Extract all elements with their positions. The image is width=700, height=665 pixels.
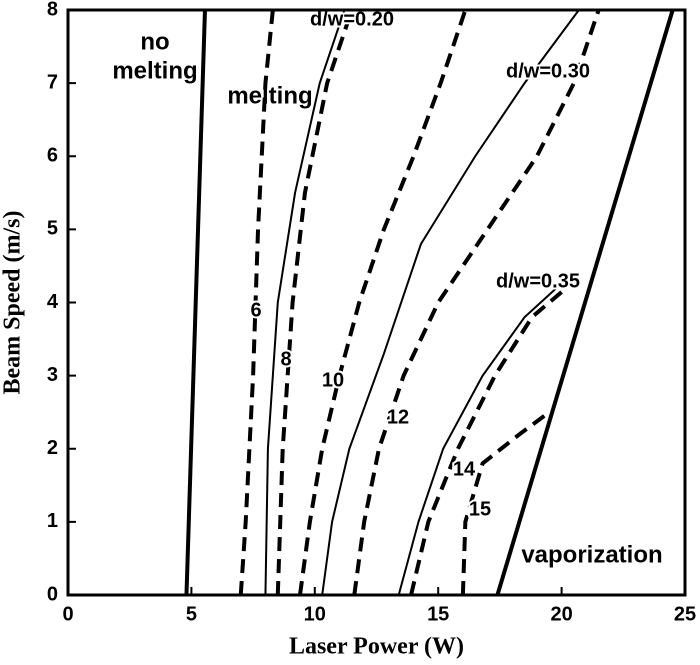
x-tick-label: 25 (674, 603, 696, 625)
curve (321, 9, 580, 596)
plot-frame (66, 8, 687, 597)
curve-label: 12 (387, 406, 409, 428)
curve (409, 286, 568, 596)
y-tick-label: 0 (47, 583, 58, 605)
curve (275, 9, 354, 596)
curve-label: 14 (453, 458, 476, 480)
curve-label: d/w=0.35 (496, 270, 580, 292)
x-tick-label: 15 (427, 603, 449, 625)
curve (264, 9, 346, 596)
y-tick-label: 3 (47, 364, 58, 386)
annotation: vaporization (521, 541, 662, 568)
x-tick-label: 5 (186, 603, 197, 625)
curve (460, 410, 551, 596)
curve (352, 9, 601, 596)
y-tick-label: 1 (47, 510, 58, 532)
curve (184, 9, 207, 596)
x-tick-label: 0 (62, 603, 73, 625)
x-tick-label: 20 (550, 603, 572, 625)
curve-label: 10 (322, 369, 344, 391)
annotation: melting (227, 82, 312, 109)
curve-label: 6 (250, 299, 261, 321)
curve (495, 9, 675, 596)
y-axis-title: Beam Speed (m/s) (0, 211, 26, 395)
curve-label: 8 (280, 348, 291, 370)
y-tick-label: 4 (47, 291, 59, 313)
curve-label: 15 (469, 498, 491, 520)
curve (397, 287, 558, 596)
annotation: no melting (112, 29, 197, 85)
curve (298, 9, 468, 596)
curve-label: d/w=0.20 (310, 8, 394, 30)
y-tick-label: 6 (47, 145, 58, 167)
x-axis-title: Laser Power (W) (289, 634, 464, 660)
y-tick-label: 7 (47, 71, 58, 93)
x-tick-label: 10 (304, 603, 326, 625)
y-tick-label: 5 (47, 218, 58, 240)
curve-label: d/w=0.30 (506, 60, 590, 82)
y-tick-label: 8 (47, 0, 58, 20)
curve (238, 9, 275, 596)
y-tick-label: 2 (47, 437, 58, 459)
